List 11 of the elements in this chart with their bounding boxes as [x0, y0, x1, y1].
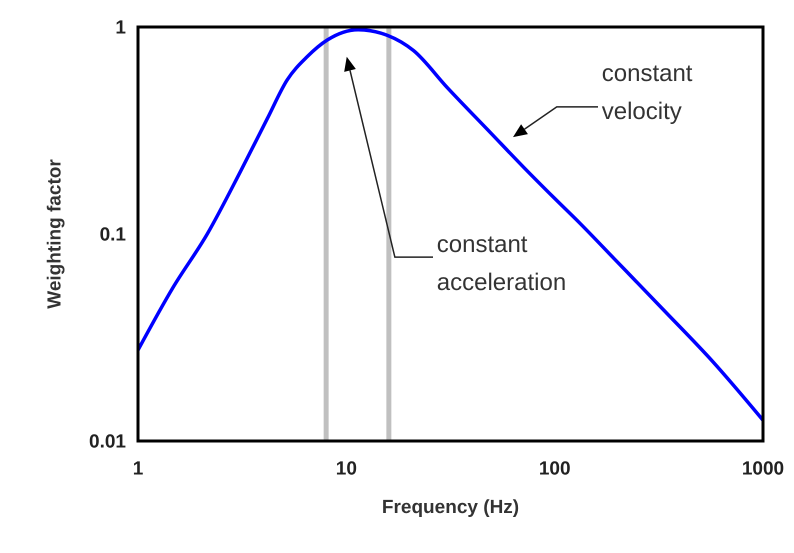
y-tick-label: 1 [115, 18, 126, 39]
annotation: constant velocity [602, 60, 693, 125]
x-tick-label: 100 [538, 458, 571, 480]
x-tick-label: 10 [336, 458, 357, 480]
y-axis-title: Weighting factor [44, 158, 66, 309]
x-tick-label: 1 [132, 458, 144, 480]
x-axis-title: Frequency (Hz) [382, 497, 520, 518]
annotation: constant acceleration [436, 230, 566, 296]
x-tick-label: 1000 [742, 458, 784, 480]
y-tick-label: 0.01 [89, 432, 126, 453]
y-tick-label: 0.1 [100, 224, 126, 246]
